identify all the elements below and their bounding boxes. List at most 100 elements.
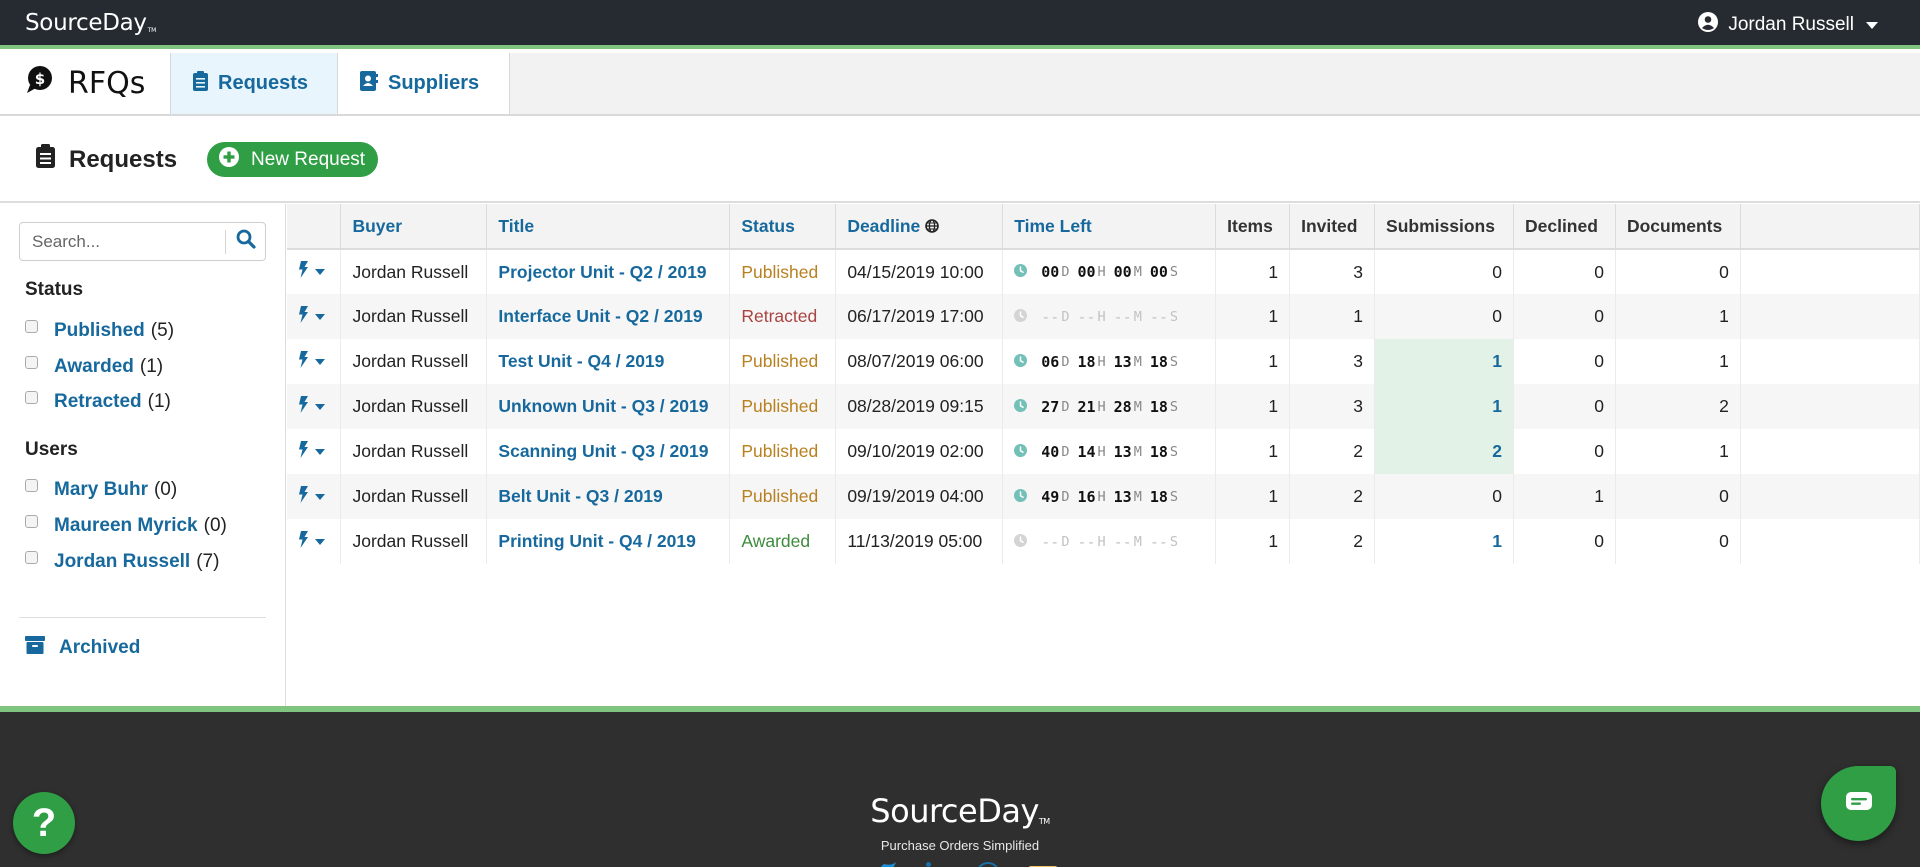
clock-icon <box>1014 353 1028 371</box>
bolt-icon <box>298 261 309 283</box>
row-actions-menu[interactable] <box>298 350 329 373</box>
submissions-cell[interactable]: 1 <box>1374 339 1514 384</box>
request-title-link[interactable]: Unknown Unit - Q3 / 2019 <box>498 396 709 416</box>
spacer-cell <box>1740 474 1920 519</box>
table-row[interactable]: Jordan Russell Belt Unit - Q3 / 2019 Pub… <box>287 474 1920 519</box>
filter-user-mary-buhr[interactable]: Mary Buhr (0) <box>25 478 177 501</box>
table-row[interactable]: Jordan Russell Printing Unit - Q4 / 2019… <box>287 519 1920 564</box>
search-input[interactable] <box>20 223 225 260</box>
deadline-cell: 11/13/2019 05:00 <box>835 519 1004 564</box>
tab-suppliers[interactable]: Suppliers <box>338 53 510 114</box>
table-row[interactable]: Jordan Russell Interface Unit - Q2 / 201… <box>287 294 1920 339</box>
filter-user-jordan-russell[interactable]: Jordan Russell (7) <box>25 550 219 573</box>
col-documents: Documents <box>1615 204 1741 250</box>
col-declined: Declined <box>1513 204 1616 250</box>
row-actions-menu[interactable] <box>298 261 329 283</box>
col-time-left[interactable]: Time Left <box>1002 204 1217 250</box>
time-left-cell: -- D -- H -- M -- S <box>1002 519 1217 564</box>
chevron-down-icon <box>1866 21 1878 29</box>
email-icon[interactable] <box>1028 862 1058 867</box>
bolt-icon <box>298 305 309 328</box>
row-actions-menu[interactable] <box>298 440 329 463</box>
request-title-link[interactable]: Test Unit - Q4 / 2019 <box>498 351 665 371</box>
time-left-cell: 49 D 16 H 13 M 18 S <box>1002 474 1217 519</box>
bolt-icon <box>298 395 309 418</box>
row-actions-menu[interactable] <box>298 395 329 418</box>
checkbox[interactable] <box>25 514 38 528</box>
checkbox[interactable] <box>25 319 38 333</box>
title-cell: Test Unit - Q4 / 2019 <box>486 339 731 384</box>
archived-link[interactable]: Archived <box>25 636 140 660</box>
submissions-cell[interactable]: 2 <box>1374 429 1514 474</box>
plus-circle-icon <box>219 146 239 173</box>
col-deadline[interactable]: Deadline <box>835 204 1004 250</box>
filter-status-retracted[interactable]: Retracted (1) <box>25 390 171 413</box>
user-name: Jordan Russell <box>1728 14 1854 35</box>
row-actions-menu[interactable] <box>298 530 329 553</box>
request-title-link[interactable]: Printing Unit - Q4 / 2019 <box>498 531 696 551</box>
checkbox[interactable] <box>25 550 38 564</box>
submissions-cell[interactable]: 1 <box>1374 519 1514 564</box>
title-cell: Projector Unit - Q2 / 2019 <box>486 249 731 294</box>
countdown-timer: 49 D 16 H 13 M 18 S <box>1014 488 1204 506</box>
chevron-down-icon <box>315 448 325 455</box>
twitter-icon[interactable] <box>870 862 898 867</box>
filter-status-published[interactable]: Published (5) <box>25 319 174 342</box>
documents-cell: 0 <box>1615 519 1741 564</box>
globe-icon[interactable] <box>925 216 939 236</box>
title-cell: Interface Unit - Q2 / 2019 <box>486 294 731 339</box>
request-title-link[interactable]: Projector Unit - Q2 / 2019 <box>498 261 707 282</box>
col-title[interactable]: Title <box>486 204 731 250</box>
user-menu[interactable]: Jordan Russell <box>1698 12 1878 38</box>
blog-icon[interactable] <box>976 862 1000 867</box>
checkbox[interactable] <box>25 390 38 404</box>
col-spacer <box>1740 204 1920 250</box>
submissions-cell: 0 <box>1374 294 1514 339</box>
search-button[interactable] <box>225 229 265 254</box>
chevron-down-icon <box>315 269 325 275</box>
new-request-button[interactable]: New Request <box>207 142 379 177</box>
buyer-cell: Jordan Russell <box>340 294 488 339</box>
deadline-cell: 08/28/2019 09:15 <box>835 384 1004 429</box>
documents-cell: 2 <box>1615 384 1741 429</box>
items-cell: 1 <box>1215 429 1291 474</box>
col-buyer[interactable]: Buyer <box>340 204 488 250</box>
checkbox[interactable] <box>25 478 38 492</box>
help-button[interactable]: ? <box>13 792 75 854</box>
request-title-link[interactable]: Belt Unit - Q3 / 2019 <box>498 486 663 506</box>
chat-widget-button[interactable] <box>1821 766 1896 841</box>
tab-requests[interactable]: Requests <box>170 53 338 114</box>
time-left-cell: 27 D 21 H 28 M 18 S <box>1002 384 1217 429</box>
chevron-down-icon <box>315 313 325 320</box>
invited-cell: 3 <box>1289 339 1376 384</box>
table-row[interactable]: Jordan Russell Unknown Unit - Q3 / 2019 … <box>287 384 1920 429</box>
table-row[interactable]: Jordan Russell Test Unit - Q4 / 2019 Pub… <box>287 339 1920 384</box>
requests-table-container: Buyer Title Status Deadline Time Left It… <box>287 204 1920 564</box>
items-cell: 1 <box>1215 294 1291 339</box>
brand-logo[interactable]: SourceDayTM <box>25 10 156 36</box>
declined-cell: 0 <box>1513 519 1616 564</box>
invited-cell: 3 <box>1289 249 1376 294</box>
row-actions-menu[interactable] <box>298 305 329 328</box>
items-cell: 1 <box>1215 474 1291 519</box>
row-actions-menu[interactable] <box>298 485 329 508</box>
filter-status-awarded[interactable]: Awarded (1) <box>25 355 163 378</box>
request-title-link[interactable]: Interface Unit - Q2 / 2019 <box>498 306 703 326</box>
submissions-cell[interactable]: 1 <box>1374 384 1514 429</box>
deadline-cell: 09/10/2019 02:00 <box>835 429 1004 474</box>
filter-user-maureen-myrick[interactable]: Maureen Myrick (0) <box>25 514 227 537</box>
checkbox[interactable] <box>25 355 38 369</box>
dollar-chat-icon: $ <box>24 65 54 103</box>
linkedin-icon[interactable] <box>926 862 948 867</box>
invited-cell: 2 <box>1289 474 1376 519</box>
row-actions-cell <box>287 339 342 384</box>
col-status[interactable]: Status <box>729 204 837 250</box>
title-cell: Scanning Unit - Q3 / 2019 <box>486 429 731 474</box>
table-row[interactable]: Jordan Russell Scanning Unit - Q3 / 2019… <box>287 429 1920 474</box>
row-actions-cell <box>287 519 342 564</box>
table-row[interactable]: Jordan Russell Projector Unit - Q2 / 201… <box>287 249 1920 294</box>
bolt-icon <box>298 485 309 508</box>
request-title-link[interactable]: Scanning Unit - Q3 / 2019 <box>498 441 709 461</box>
submissions-cell: 0 <box>1374 249 1514 294</box>
declined-cell: 0 <box>1513 429 1616 474</box>
